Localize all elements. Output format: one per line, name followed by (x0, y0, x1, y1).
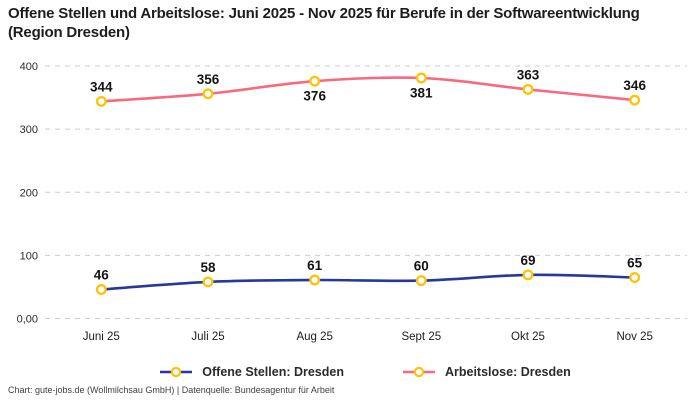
data-point-marker-offene-stellen-dresden (202, 276, 214, 288)
data-point-label-arbeitslose-dresden: 381 (410, 86, 433, 101)
chart-legend: Offene Stellen: Dresden Arbeitslose: Dre… (0, 361, 700, 383)
data-point-marker-arbeitslose-dresden (95, 95, 107, 107)
data-point-marker-offene-stellen-dresden (629, 272, 641, 283)
y-axis-tick-label: 300 (20, 124, 38, 136)
data-point-label-offene-stellen-dresden: 58 (200, 260, 216, 275)
data-point-marker-offene-stellen-dresden (309, 274, 321, 286)
data-point-marker-offene-stellen-dresden (95, 284, 107, 295)
legend-swatch-offene-stellen-icon (160, 366, 193, 378)
chart-footer: Chart: gute-jobs.de (Wollmilchsau GmbH) … (8, 385, 335, 395)
data-point-marker-arbeitslose-dresden (202, 88, 214, 100)
legend-item-offene-stellen[interactable]: Offene Stellen: Dresden (159, 365, 344, 379)
series-line-offene-stellen-dresden (100, 273, 636, 291)
chart-title: Offene Stellen und Arbeitslose: Juni 202… (8, 5, 640, 41)
data-point-label-arbeitslose-dresden: 376 (303, 89, 326, 104)
legend-label-arbeitslose: Arbeitslose: Dresden (444, 365, 571, 379)
data-point-label-arbeitslose-dresden: 356 (197, 72, 220, 87)
y-axis-tick-label: 100 (20, 250, 38, 262)
y-axis-tick-label: 400 (20, 61, 38, 73)
data-point-label-offene-stellen-dresden: 60 (414, 259, 429, 274)
data-point-label-offene-stellen-dresden: 61 (307, 258, 323, 273)
data-point-marker-arbeitslose-dresden (522, 83, 534, 95)
x-axis-label: Juni 25 (83, 331, 120, 343)
x-axis-label: Okt 25 (511, 331, 545, 343)
chart-canvas: 0,00 100 200 300 400 Juni 25 Juli 25 Aug 25 Sept… (17, 61, 687, 343)
legend-item-arbeitslose[interactable]: Arbeitslose: Dresden (402, 365, 571, 379)
data-point-marker-offene-stellen-dresden (415, 275, 427, 287)
data-point-marker-arbeitslose-dresden (629, 94, 641, 106)
data-point-label-arbeitslose-dresden: 346 (623, 78, 646, 93)
series-line-arbeitslose-dresden (100, 76, 636, 103)
data-point-label-offene-stellen-dresden: 46 (94, 268, 110, 283)
data-point-label-offene-stellen-dresden: 69 (520, 253, 535, 268)
y-axis-tick-label: 200 (20, 187, 38, 199)
data-point-marker-arbeitslose-dresden (309, 75, 321, 87)
data-point-label-arbeitslose-dresden: 363 (517, 67, 540, 82)
data-point-marker-arbeitslose-dresden (415, 72, 427, 84)
x-axis-label: Aug 25 (296, 331, 332, 343)
data-point-label-offene-stellen-dresden: 65 (627, 256, 643, 271)
data-point-label-arbeitslose-dresden: 344 (90, 79, 113, 94)
legend-swatch-arbeitslose-icon (402, 366, 435, 378)
y-axis-tick-label: 0,00 (17, 314, 38, 326)
x-axis-label: Sept 25 (401, 331, 441, 343)
x-axis-label: Juli 25 (191, 331, 224, 343)
data-point-marker-offene-stellen-dresden (522, 269, 534, 281)
x-axis-label: Nov 25 (616, 331, 652, 343)
legend-label-offene-stellen: Offene Stellen: Dresden (202, 365, 344, 379)
